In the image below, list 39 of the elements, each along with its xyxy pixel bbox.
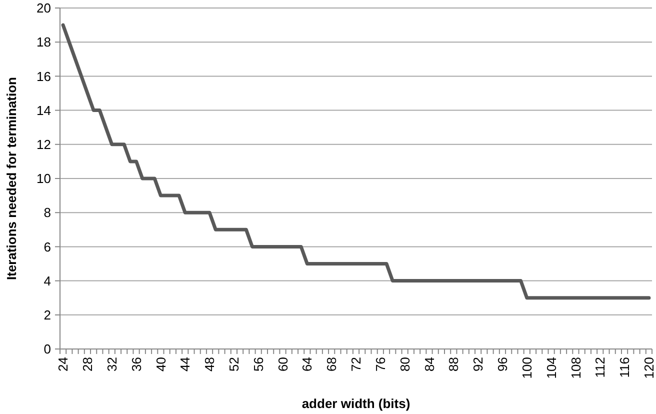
- x-tick-label: 72: [348, 357, 364, 372]
- x-tick-label: 32: [104, 357, 120, 372]
- x-tick-label: 120: [642, 357, 656, 379]
- y-tick-label: 12: [36, 136, 51, 152]
- x-axis-title: adder width (bits): [302, 396, 410, 411]
- x-tick-label: 40: [153, 357, 168, 372]
- y-tick-label: 20: [36, 0, 51, 16]
- y-axis-title: Iterations needed for termination: [4, 76, 19, 280]
- y-tick-label: 8: [44, 205, 51, 220]
- x-tick-label: 36: [128, 357, 144, 372]
- x-tick-label: 92: [470, 357, 486, 372]
- x-tick-label: 84: [422, 357, 437, 372]
- line-series: [61, 23, 651, 300]
- x-tick-label: 24: [56, 357, 71, 372]
- x-tick-label: 108: [568, 357, 584, 379]
- x-tick-label: 76: [372, 357, 388, 372]
- y-tick-label: 6: [44, 239, 51, 254]
- x-tick-label: 44: [178, 357, 193, 372]
- x-tick-label: 96: [495, 357, 510, 372]
- x-tick-label: 56: [250, 357, 266, 372]
- x-tick-label: 112: [592, 357, 608, 378]
- y-tick-label: 2: [44, 307, 51, 322]
- x-tick-label: 64: [300, 357, 315, 372]
- y-tick-label: 10: [36, 171, 51, 186]
- x-tick-label: 88: [446, 357, 462, 372]
- y-tick-label: 14: [36, 102, 51, 118]
- x-tick-label: 100: [519, 357, 534, 379]
- x-tick-label: 104: [544, 357, 559, 379]
- x-tick-label: 28: [80, 357, 96, 372]
- y-tick-label: 18: [36, 34, 51, 50]
- x-tick-label: 60: [275, 357, 290, 372]
- x-tick-label: 116: [617, 357, 632, 378]
- x-tick-label: 52: [226, 357, 242, 372]
- y-tick-label: 4: [44, 273, 51, 288]
- x-tick-label: 80: [397, 357, 412, 372]
- x-tick-label: 68: [324, 357, 340, 372]
- y-tick-label: 0: [44, 342, 51, 357]
- y-tick-label: 16: [36, 68, 51, 84]
- x-tick-label: 48: [202, 357, 218, 372]
